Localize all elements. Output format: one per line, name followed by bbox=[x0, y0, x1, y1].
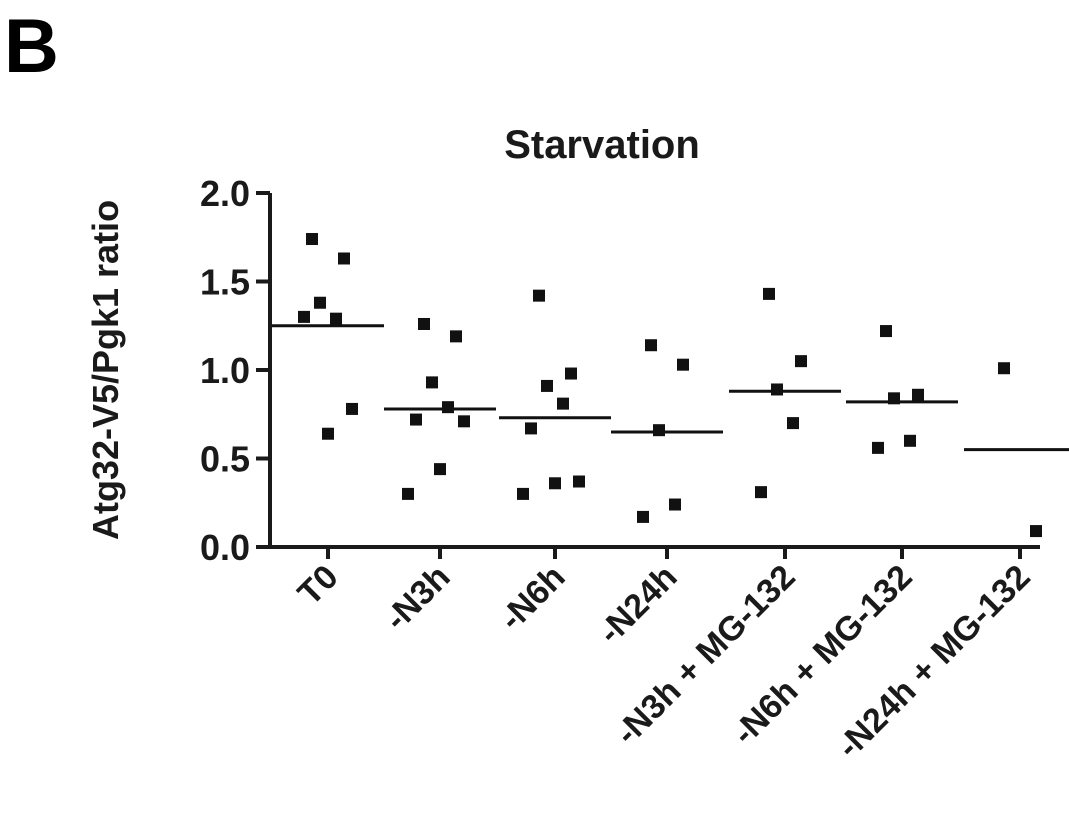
data-point bbox=[338, 252, 350, 265]
x-tick-label: -N3h bbox=[377, 558, 457, 638]
data-point bbox=[557, 397, 569, 410]
x-ticks: T0 -N3h -N6h -N24h-N3h + MG-132-N6h + MG-13… bbox=[291, 547, 1038, 766]
series-group bbox=[384, 317, 496, 500]
data-point bbox=[880, 325, 892, 338]
data-point bbox=[645, 339, 657, 352]
data-point bbox=[418, 317, 430, 330]
y-axis-label: Atg32-V5/Pgk1 ratio bbox=[85, 200, 126, 540]
data-point bbox=[787, 417, 799, 430]
data-point bbox=[998, 362, 1010, 375]
x-tick-label: -N24h bbox=[591, 558, 685, 652]
data-point bbox=[410, 413, 422, 426]
data-point bbox=[653, 424, 665, 437]
data-point bbox=[450, 330, 462, 343]
data-point bbox=[771, 383, 783, 396]
data-point bbox=[434, 463, 446, 476]
data-point bbox=[872, 441, 884, 454]
data-point bbox=[533, 289, 545, 302]
x-tick-label: T0 bbox=[291, 558, 346, 613]
data-point bbox=[912, 388, 924, 401]
data-point bbox=[426, 376, 438, 389]
data-point bbox=[637, 510, 649, 523]
series-group bbox=[272, 233, 384, 440]
series-group bbox=[964, 362, 1069, 538]
y-tick-label: 0.0 bbox=[200, 527, 250, 568]
y-ticks: 0.0 0.5 1.0 1.5 2.0 bbox=[200, 173, 270, 568]
x-tick-label: -N6h bbox=[492, 558, 572, 638]
data-point bbox=[314, 296, 326, 309]
panel-label: B bbox=[4, 4, 59, 89]
data-point bbox=[763, 287, 775, 300]
data-point bbox=[306, 233, 318, 246]
data-point bbox=[549, 477, 561, 490]
data-point bbox=[322, 427, 334, 440]
data-point bbox=[1030, 525, 1042, 538]
data-point bbox=[330, 312, 342, 325]
chart-title: Starvation bbox=[504, 123, 700, 167]
y-tick-label: 2.0 bbox=[200, 173, 250, 214]
data-point bbox=[442, 401, 454, 414]
series-group bbox=[846, 325, 958, 454]
data-point bbox=[904, 434, 916, 447]
y-tick-label: 0.5 bbox=[200, 439, 250, 480]
data-point bbox=[565, 367, 577, 380]
data-point bbox=[517, 487, 529, 500]
data-point bbox=[795, 355, 807, 368]
data-point bbox=[755, 486, 767, 499]
axes bbox=[268, 193, 1040, 549]
data-layer bbox=[272, 233, 1069, 538]
data-point bbox=[669, 498, 681, 511]
data-point bbox=[346, 402, 358, 415]
series-group bbox=[729, 287, 841, 499]
data-point bbox=[525, 422, 537, 435]
y-tick-label: 1.5 bbox=[200, 262, 250, 303]
data-point bbox=[458, 415, 470, 428]
y-tick-label: 1.0 bbox=[200, 350, 250, 391]
series-group bbox=[611, 339, 723, 523]
data-point bbox=[677, 358, 689, 371]
data-point bbox=[888, 392, 900, 405]
data-point bbox=[298, 310, 310, 323]
series-group bbox=[499, 289, 611, 500]
data-point bbox=[402, 487, 414, 500]
data-point bbox=[541, 379, 553, 392]
data-point bbox=[573, 475, 585, 488]
